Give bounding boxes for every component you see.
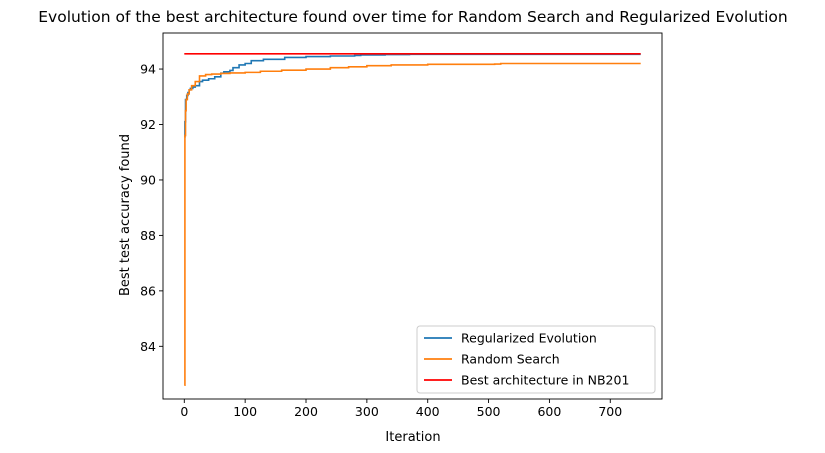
- y-axis-label: Best test accuracy found: [118, 134, 133, 296]
- y-tick-label: 90: [140, 172, 156, 187]
- x-tick-label: 500: [477, 404, 501, 419]
- y-tick-label: 86: [140, 283, 156, 298]
- axis-ticks: 0 100 200 300 400 500 600 700 84 86 88 90 92 94: [140, 62, 622, 419]
- legend-box: [416, 325, 656, 394]
- series-line-1: [184, 62, 641, 386]
- x-tick-label: 100: [233, 404, 257, 419]
- x-tick-label: 200: [294, 404, 318, 419]
- x-tick-label: 0: [180, 404, 188, 419]
- x-axis-label: Iteration: [385, 430, 440, 445]
- series-line-0: [184, 53, 641, 138]
- chart-title: Evolution of the best architecture found…: [38, 8, 787, 26]
- plot-area: [184, 53, 641, 386]
- x-tick-label: 400: [416, 404, 440, 419]
- x-tick-label: 300: [355, 404, 379, 419]
- legend-entry: Best architecture in NB201: [461, 373, 629, 388]
- y-tick-label: 84: [140, 339, 156, 354]
- y-tick-label: 88: [140, 228, 156, 243]
- legend-entry: Random Search: [461, 352, 560, 367]
- legend-entry: Regularized Evolution: [461, 331, 597, 346]
- y-tick-label: 94: [140, 62, 156, 77]
- y-tick-label: 92: [140, 117, 156, 132]
- axes-frame: [162, 32, 663, 400]
- x-tick-label: 700: [598, 404, 622, 419]
- legend: Regularized Evolution Random Search Best a…: [416, 325, 656, 394]
- x-tick-label: 600: [537, 404, 561, 419]
